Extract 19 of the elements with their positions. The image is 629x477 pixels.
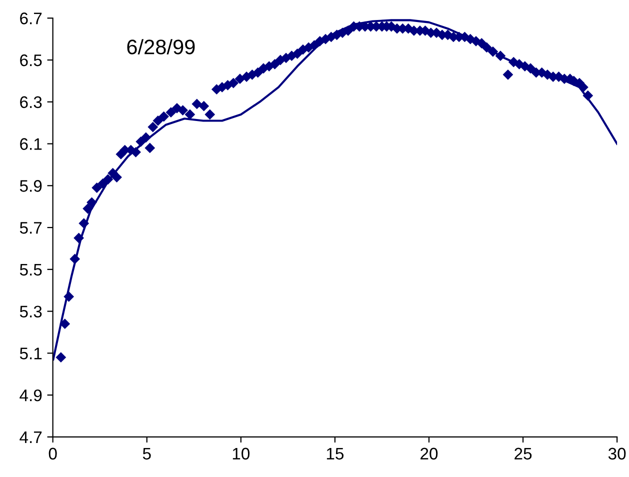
x-tick-label: 25 [514,448,532,460]
x-tick-label: 20 [420,448,438,460]
x-tick-label: 5 [142,448,151,460]
y-tick-label: 5.9 [20,180,42,192]
y-tick-label: 5.1 [20,348,42,360]
y-tick-label: 4.9 [20,389,42,402]
y-tick-label: 6.1 [20,138,42,150]
y-tick-label: 5.3 [20,306,42,318]
y-tick-label: 6.3 [20,96,42,108]
y-tick-label: 6.5 [20,54,42,66]
y-tick-label: 5.7 [20,222,42,234]
y-tick-label: 4.7 [20,432,42,443]
y-tick-label: 6.7 [20,12,42,24]
x-tick-label: 10 [232,448,250,460]
x-tick-label: 30 [608,448,626,460]
x-tick-label: 15 [326,448,344,460]
text: 6/28/99 [127,39,195,54]
x-tick-label: 0 [48,448,57,460]
y-tick-label: 5.5 [20,264,42,276]
